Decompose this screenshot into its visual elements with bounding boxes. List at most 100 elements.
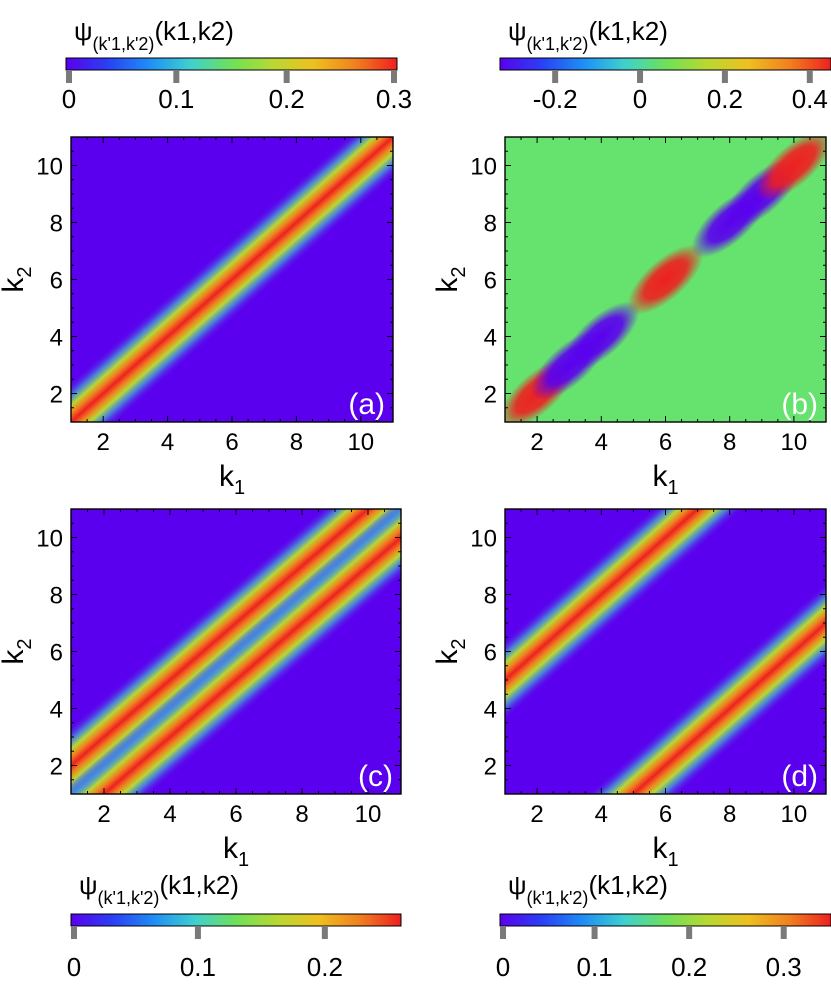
colorbar-tick-label: 0.2 (707, 84, 743, 114)
colorbar-label: ψ(k'1,k'2)(k1,k2) (508, 16, 668, 54)
colorbar (499, 913, 831, 927)
colorbar-tick-label: 0.1 (158, 84, 194, 114)
panel-label: (b) (781, 388, 818, 421)
y-tick-label: 10 (36, 154, 63, 181)
panel-b: k1 k2 (431, 57, 831, 499)
x-tick-label: 10 (347, 429, 374, 456)
x-tick-label: 8 (295, 801, 308, 828)
x-tick-label: 4 (595, 429, 608, 456)
y-tick-label: 6 (50, 268, 63, 295)
colorbar (70, 913, 402, 927)
y-tick-label: 2 (484, 754, 497, 781)
colorbar-tick-label: 0.1 (576, 952, 612, 982)
y-tick-label: 2 (50, 754, 63, 781)
x-axis-label: k1 (219, 460, 245, 499)
colorbar-tick (283, 70, 290, 83)
colorbar-tick-label: 0.3 (766, 952, 802, 982)
diagonal-band (71, 509, 401, 794)
y-tick-label: 6 (484, 640, 497, 667)
panel-label: (d) (781, 760, 818, 793)
y-tick-label: 10 (470, 154, 497, 181)
x-tick-label: 2 (530, 429, 543, 456)
y-tick-label: 4 (50, 697, 63, 724)
diagonal-blob (755, 137, 826, 201)
colorbar-tick (591, 926, 598, 939)
colorbar-tick-label: 0 (67, 952, 81, 982)
colorbar-label: ψ(k'1,k'2)(k1,k2) (74, 16, 234, 54)
x-tick-label: 4 (161, 429, 174, 456)
colorbar-tick-label: 0 (496, 952, 510, 982)
y-tick-label: 10 (36, 526, 63, 553)
y-tick-label: 8 (50, 211, 63, 238)
y-axis-label: k2 (431, 266, 470, 292)
colorbar-tick (71, 926, 77, 939)
x-tick-label: 6 (659, 429, 672, 456)
x-tick-label: 2 (530, 801, 543, 828)
colorbar (65, 57, 398, 71)
colorbar-tick (780, 926, 787, 939)
x-tick-label: 6 (229, 801, 242, 828)
diagonal-band (71, 137, 393, 422)
y-tick-label: 8 (484, 583, 497, 610)
y-tick-label: 4 (484, 325, 497, 352)
y-tick-label: 4 (484, 697, 497, 724)
diagonal-band (505, 514, 826, 794)
x-tick-label: 10 (781, 429, 808, 456)
colorbar-tick-label: 0.1 (180, 952, 216, 982)
x-tick-label: 10 (355, 801, 382, 828)
diagonal-band (505, 509, 826, 789)
colorbar-tick (637, 70, 644, 83)
colorbar-tick (321, 926, 328, 939)
colorbar-tick-label: 0.2 (269, 84, 305, 114)
x-tick-label: 10 (781, 801, 808, 828)
y-axis-label: k2 (0, 638, 36, 664)
x-tick-label: 6 (659, 801, 672, 828)
x-tick-label: 6 (225, 429, 238, 456)
y-tick-label: 6 (484, 268, 497, 295)
y-tick-label: 8 (50, 583, 63, 610)
colorbar-tick-label: 0.4 (792, 84, 828, 114)
diagonal-band (71, 509, 401, 794)
panel-label: (a) (348, 388, 385, 421)
diagonal-blob (627, 244, 704, 315)
colorbar-label: ψ(k'1,k'2)(k1,k2) (79, 870, 239, 908)
x-axis-label: k1 (652, 460, 678, 499)
colorbar-tick-label: -0.2 (533, 84, 578, 114)
colorbar-tick (686, 926, 693, 939)
x-tick-label: 2 (97, 429, 110, 456)
x-tick-label: 8 (290, 429, 303, 456)
y-tick-label: 4 (50, 325, 63, 352)
colorbar-tick-label: 0.3 (376, 84, 412, 114)
x-tick-label: 8 (723, 801, 736, 828)
colorbar-tick (500, 926, 506, 939)
colorbar (499, 57, 831, 71)
colorbar-tick-label: 0.2 (671, 952, 707, 982)
panel-label: (c) (358, 760, 393, 793)
colorbar-tick (391, 70, 397, 83)
x-tick-label: 4 (163, 801, 176, 828)
panel-a: k1 k2 (0, 57, 398, 499)
y-tick-label: 2 (484, 382, 497, 409)
colorbar-tick (173, 70, 180, 83)
colorbar-tick-label: 0 (62, 84, 76, 114)
y-tick-label: 10 (470, 526, 497, 553)
colorbar-tick-label: 0 (633, 84, 647, 114)
colorbar-tick (194, 926, 201, 939)
colorbar-tick (806, 70, 813, 83)
y-axis-label: k2 (431, 638, 470, 664)
colorbar-tick (552, 70, 559, 83)
panel-d: k1 k2 (431, 508, 831, 939)
y-tick-label: 6 (50, 640, 63, 667)
x-axis-label: k1 (652, 832, 678, 871)
colorbar-tick-label: 0.2 (307, 952, 343, 982)
colorbar-label: ψ(k'1,k'2)(k1,k2) (508, 870, 668, 908)
diagonal-blob (563, 301, 640, 372)
x-tick-label: 2 (97, 801, 110, 828)
x-tick-label: 4 (595, 801, 608, 828)
y-tick-label: 8 (484, 211, 497, 238)
colorbar-tick (66, 70, 72, 83)
panel-c: k1 k2 (0, 508, 402, 939)
x-axis-label: k1 (223, 832, 249, 871)
y-axis-label: k2 (0, 266, 36, 292)
